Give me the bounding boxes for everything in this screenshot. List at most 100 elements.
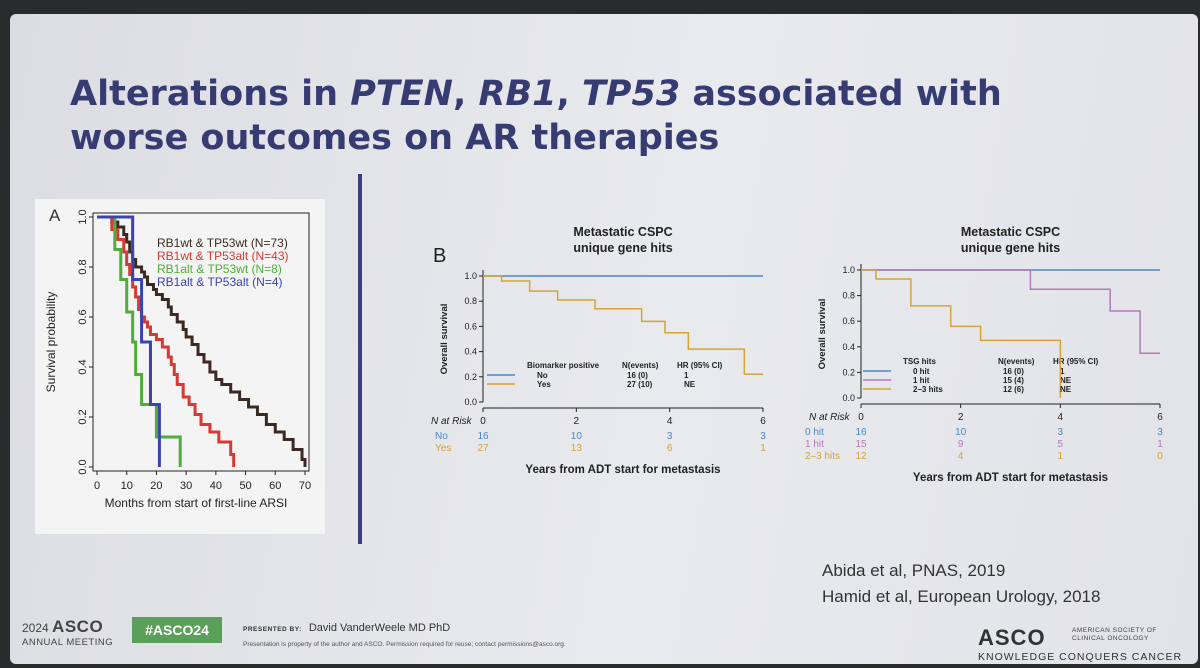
chart-b-svg: B Metastatic CSPC unique gene hits 0.0 0.2 0.…: [431, 225, 1163, 484]
legend-hr: NE: [1060, 376, 1072, 385]
y-tick-label: 1.0: [842, 265, 855, 275]
risk-count: 3: [1157, 427, 1163, 438]
risk-count: 0: [1157, 451, 1163, 462]
plot-title-line: Metastatic CSPC: [573, 225, 672, 239]
y-tick-label: 0.6: [464, 321, 477, 331]
chart-a-svg: A 0 10 20 30 40 50 60 70 0.0 0.2 0.4 0.6 0.8 1.0 Surviv…: [44, 206, 311, 510]
plot-frame-a: [92, 212, 310, 472]
disclaimer: Presentation is property of the author a…: [243, 641, 566, 648]
x-tick-label: 40: [210, 480, 222, 492]
legend-entry-1: RB1wt & TP53wt (N=73): [157, 236, 288, 250]
x-tick-label: 60: [269, 480, 281, 492]
legend-entry-2: RB1wt & TP53alt (N=43): [157, 249, 289, 263]
plot-title-line: unique gene hits: [961, 241, 1060, 255]
risk-count: 12: [855, 451, 867, 462]
plot-title-line: unique gene hits: [573, 241, 672, 255]
legend-label: Yes: [537, 380, 551, 389]
plot-title-line: Metastatic CSPC: [961, 225, 1060, 239]
series-line-3: [97, 215, 182, 467]
risk-count: 5: [1058, 439, 1064, 450]
y-tick-label: 0.6: [842, 316, 855, 326]
presented-by: PRESENTED BY: David VanderWeele MD PhD: [243, 622, 450, 634]
risk-count: 6: [667, 443, 673, 454]
panel-b: B Metastatic CSPC unique gene hits 0.0 0.2 0.…: [415, 206, 1175, 491]
series-line-3: [861, 269, 1062, 398]
risk-count: 1: [1058, 451, 1064, 462]
y-axis-label: Overall survival: [817, 299, 828, 370]
title-separator: ,: [452, 74, 479, 114]
presenter-name: David VanderWeele MD PhD: [308, 622, 451, 634]
title-gene-rb1: RB1: [478, 74, 557, 114]
legend-label: 0 hit: [913, 367, 930, 376]
legend-n-events: 27 (10): [627, 380, 653, 389]
title-separator: ,: [556, 74, 582, 114]
y-tick-label: 0.0: [77, 459, 89, 474]
y-tick-label: 0.2: [77, 409, 89, 424]
hashtag-badge: #ASCO24: [132, 617, 222, 643]
legend-header-hr: HR (95% CI): [677, 361, 723, 370]
legend-n-events: 16 (0): [1003, 367, 1024, 376]
risk-count: 1: [760, 443, 766, 454]
y-tick-label: 0.8: [842, 291, 855, 301]
risk-count: 15: [855, 439, 867, 450]
asco-motto: KNOWLEDGE CONQUERS CANCER: [978, 651, 1183, 663]
x-tick-label: 6: [760, 416, 766, 427]
series-line-2: [97, 215, 236, 467]
slide: Alterations in PTEN, RB1, TP53 associate…: [10, 14, 1198, 664]
y-tick-label: 0.6: [77, 309, 89, 324]
panel-label-b: B: [433, 245, 446, 267]
footer: 2024 ASCO ANNUAL MEETING #ASCO24 PRESENT…: [10, 609, 1198, 664]
legend-hr: 1: [1060, 367, 1065, 376]
title-gene-tp53: TP53: [581, 74, 681, 114]
legend-header-n: N(events): [998, 357, 1035, 366]
x-tick-label: 2: [958, 412, 964, 423]
risk-count: 16: [855, 427, 867, 438]
risk-row-label: 2–3 hits: [805, 451, 840, 462]
x-axis-label: Months from start of first-line ARSI: [105, 496, 288, 510]
y-tick-label: 0.4: [77, 359, 89, 374]
risk-header: N at Risk: [431, 416, 473, 427]
annual-meeting-label: ANNUAL MEETING: [22, 637, 114, 648]
series-line-2: [861, 269, 1160, 354]
risk-count: 16: [477, 431, 489, 442]
y-axis-label: Overall survival: [439, 304, 450, 375]
reference-1: Abida et al, PNAS, 2019: [822, 561, 1006, 580]
y-tick-label: 0.2: [464, 372, 477, 382]
x-tick-label: 4: [1058, 412, 1064, 423]
y-tick-label: 0.2: [842, 367, 855, 377]
risk-count: 9: [958, 439, 964, 450]
x-tick-label: 4: [667, 416, 673, 427]
x-tick-label: 10: [121, 480, 133, 492]
panel-a: A 0 10 20 30 40 50 60 70 0.0 0.2 0.4 0.6 0.8 1.0 Surviv…: [35, 199, 325, 534]
references: Abida et al, PNAS, 2019 Hamid et al, Eur…: [822, 558, 1100, 610]
legend-n-events: 16 (0): [627, 371, 648, 380]
risk-row-label: 1 hit: [805, 439, 824, 450]
x-tick-label: 0: [94, 480, 100, 492]
x-tick-label: 20: [150, 480, 162, 492]
y-tick-label: 0.4: [842, 342, 855, 352]
risk-row-label: Yes: [435, 443, 451, 454]
x-tick-label: 6: [1157, 412, 1163, 423]
legend-entry-3: RB1alt & TP53wt (N=8): [157, 262, 282, 276]
y-tick-label: 0.0: [464, 397, 477, 407]
risk-count: 4: [958, 451, 964, 462]
legend-header-hr: HR (95% CI): [1053, 357, 1099, 366]
society-line-2: CLINICAL ONCOLOGY: [1072, 635, 1149, 642]
x-tick-label: 70: [299, 480, 311, 492]
x-tick-label: 30: [180, 480, 192, 492]
legend-hr: NE: [1060, 385, 1072, 394]
y-tick-label: 1.0: [77, 209, 89, 224]
risk-count: 10: [571, 431, 583, 442]
series-line-4: [97, 215, 161, 467]
vertical-divider: [358, 174, 362, 544]
risk-header: N at Risk: [809, 412, 851, 423]
panel-label-a: A: [49, 206, 61, 225]
risk-count: 10: [955, 427, 967, 438]
y-tick-label: 1.0: [464, 271, 477, 281]
risk-count: 3: [667, 431, 673, 442]
x-tick-label: 2: [574, 416, 580, 427]
y-tick-label: 0.4: [464, 347, 477, 357]
y-tick-label: 0.8: [464, 296, 477, 306]
reference-2: Hamid et al, European Urology, 2018: [822, 587, 1101, 606]
risk-count: 3: [760, 431, 766, 442]
